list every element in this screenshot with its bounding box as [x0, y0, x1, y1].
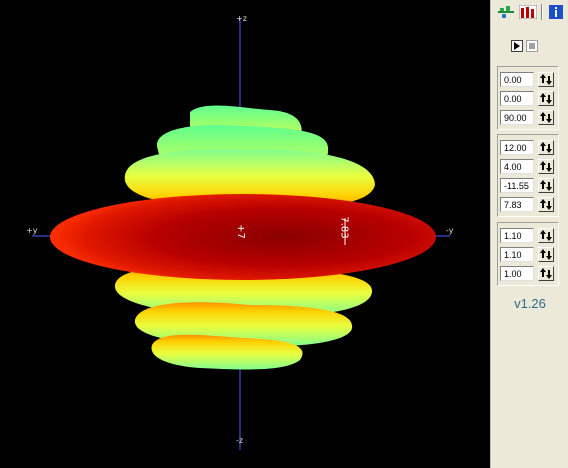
- stretch-y-field[interactable]: 1.10: [500, 246, 534, 262]
- spinner-arrows-icon[interactable]: [538, 90, 554, 106]
- spinner-arrows-icon[interactable]: [538, 139, 554, 155]
- axis-label-left: +y: [26, 226, 38, 235]
- toolbar-separator: [541, 4, 543, 20]
- rotation-z-field[interactable]: 90.00: [500, 109, 534, 125]
- spinner-arrows-icon[interactable]: [538, 158, 554, 174]
- spin-row: 1.00: [500, 264, 556, 282]
- scale-group: 12.00 4.00 -11.55 7.83: [497, 134, 559, 217]
- spin-row: 7.83: [500, 195, 556, 213]
- spin-row: 90.00: [500, 108, 556, 126]
- playback-controls: [511, 40, 538, 52]
- spinner-arrows-icon[interactable]: [538, 227, 554, 243]
- axis-label-bottom: -z: [236, 436, 244, 445]
- main-lobe: [50, 194, 436, 280]
- rotation-x-field[interactable]: 0.00: [500, 71, 534, 87]
- spinner-arrows-icon[interactable]: [538, 71, 554, 87]
- scale-field-4[interactable]: 7.83: [500, 196, 534, 212]
- radiation-pattern-plot: [32, 18, 450, 450]
- scale-field-2[interactable]: 4.00: [500, 158, 534, 174]
- spin-row: -11.55: [500, 176, 556, 194]
- pattern-3d-viewport[interactable]: +z -z +y -y +7 7.83: [0, 0, 490, 468]
- lower-lobe-3: [151, 334, 303, 370]
- spinner-arrows-icon[interactable]: [538, 265, 554, 281]
- spin-row: 0.00: [500, 70, 556, 88]
- center-label: +7: [234, 224, 246, 239]
- spin-row: 1.10: [500, 245, 556, 263]
- stretch-group: 1.10 1.10 1.00: [497, 222, 559, 286]
- stretch-z-field[interactable]: 1.00: [500, 265, 534, 281]
- spinner-arrows-icon[interactable]: [538, 196, 554, 212]
- pattern-icon[interactable]: [497, 4, 515, 20]
- toolbar: [497, 4, 565, 20]
- bars-icon[interactable]: [519, 4, 537, 20]
- stretch-x-field[interactable]: 1.10: [500, 227, 534, 243]
- version-label: v1.26: [514, 296, 546, 311]
- scale-field-3[interactable]: -11.55: [500, 177, 534, 193]
- scale-field-1[interactable]: 12.00: [500, 139, 534, 155]
- spinner-arrows-icon[interactable]: [538, 177, 554, 193]
- spin-row: 12.00: [500, 138, 556, 156]
- marker-label: 7.83: [338, 216, 350, 239]
- rotation-group: 0.00 0.00 90.00: [497, 66, 559, 130]
- play-icon[interactable]: [511, 40, 523, 52]
- axis-label-right: -y: [446, 226, 454, 235]
- control-panel: 0.00 0.00 90.00 12.00 4.00: [490, 0, 568, 468]
- axis-label-top: +z: [236, 14, 247, 23]
- info-icon[interactable]: [547, 4, 565, 20]
- spinner-arrows-icon[interactable]: [538, 109, 554, 125]
- stop-icon[interactable]: [526, 40, 538, 52]
- upper-lobe-1: [124, 149, 375, 209]
- spin-row: 4.00: [500, 157, 556, 175]
- spin-row: 1.10: [500, 226, 556, 244]
- spin-row: 0.00: [500, 89, 556, 107]
- rotation-y-field[interactable]: 0.00: [500, 90, 534, 106]
- spinner-arrows-icon[interactable]: [538, 246, 554, 262]
